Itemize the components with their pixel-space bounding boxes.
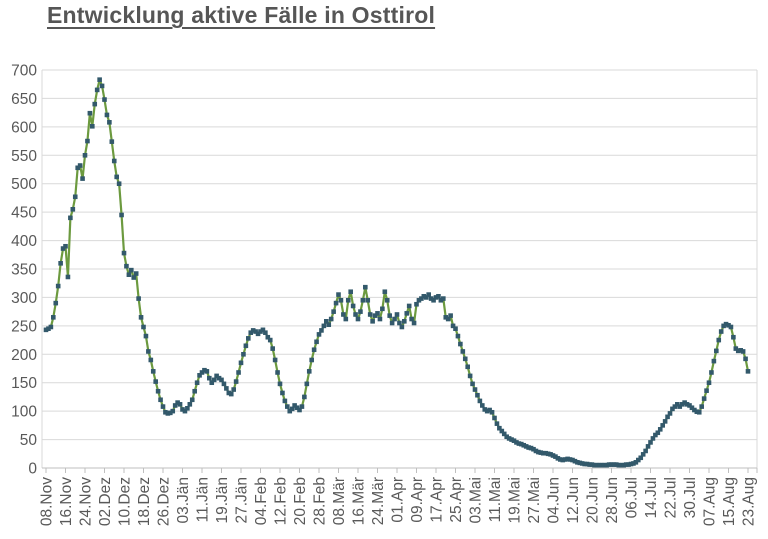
x-tick-label: 19.Jän [214,477,231,524]
x-tick-label: 01.Apr [390,477,407,523]
y-tick-label: 0 [28,461,37,478]
series-markers [43,77,751,468]
x-tick-label: 23.Aug [741,477,758,526]
x-tick-label: 17.Apr [429,477,446,523]
x-axis [42,467,758,473]
y-tick-label: 500 [11,176,37,193]
y-tick-label: 450 [11,205,37,222]
x-tick-label: 06.Jul [624,477,641,518]
chart-title: Entwicklung aktive Fälle in Osttirol [47,2,436,28]
x-tick-label: 27.Jän [234,477,251,524]
x-tick-label: 18.Dez [136,477,153,526]
x-tick-label: 20.Feb [292,477,309,525]
x-tick-label: 24.Nov [78,477,95,526]
x-tick-label: 11.Jän [195,477,212,522]
x-tick-label: 20.Jun [585,477,602,524]
y-tick-label: 400 [11,233,37,250]
x-tick-label: 19.Mai [507,477,524,524]
series-active-cases [43,77,751,468]
y-tick-label: 600 [11,119,37,136]
gridlines [41,69,758,468]
x-tick-label: 26.Dez [156,477,173,526]
x-tick-label: 07.Aug [702,477,719,526]
x-tick-label: 25.Apr [448,477,465,523]
x-tick-label: 16.Mär [351,477,368,525]
x-tick-label: 15.Aug [721,477,738,526]
x-tick-label: 08.Nov [39,477,56,526]
y-tick-label: 50 [20,432,38,449]
x-tick-label: 30.Jul [682,477,699,518]
y-tick-label: 650 [11,91,37,108]
y-tick-label: 100 [11,404,37,421]
series-line [45,78,750,467]
x-tick-label: 24.Mär [370,477,387,525]
x-tick-label: 04.Feb [253,477,270,525]
x-tick-label: 12.Jun [565,477,582,524]
x-tick-label: 14.Jul [643,477,660,518]
y-tick-label: 250 [11,318,37,335]
y-tick-label: 700 [11,63,37,80]
x-tick-label: 04.Jun [546,477,563,524]
x-tick-label: 22.Jul [663,477,680,518]
y-tick-label: 150 [11,375,37,392]
x-tick-label: 27.Mai [526,477,543,524]
y-axis-labels: 0 50 100 150 200 250 300 350 400 450 500 550 600 650 7… [11,63,37,478]
x-tick-label: 10.Dez [117,477,134,526]
x-tick-label: 09.Apr [409,477,426,523]
x-tick-label: 08.Mär [331,477,348,525]
x-tick-label: 12.Feb [273,477,290,525]
y-tick-label: 200 [11,347,37,364]
x-tick-label: 28.Feb [312,477,329,525]
y-tick-label: 350 [11,262,37,279]
y-tick-label: 300 [11,290,37,307]
x-tick-label: 28.Jun [604,477,621,524]
x-axis-labels: 08.Nov 16.Nov 24.Nov 02.Dez 10.Dez 18.Dez 26.D… [39,477,758,526]
x-tick-label: 11.Mai [487,477,504,522]
y-tick-label: 550 [11,148,37,165]
x-tick-label: 02.Dez [97,477,114,526]
x-tick-label: 03.Mai [468,477,485,524]
x-tick-label: 16.Nov [58,477,75,526]
x-tick-label: 03.Jän [175,477,192,524]
